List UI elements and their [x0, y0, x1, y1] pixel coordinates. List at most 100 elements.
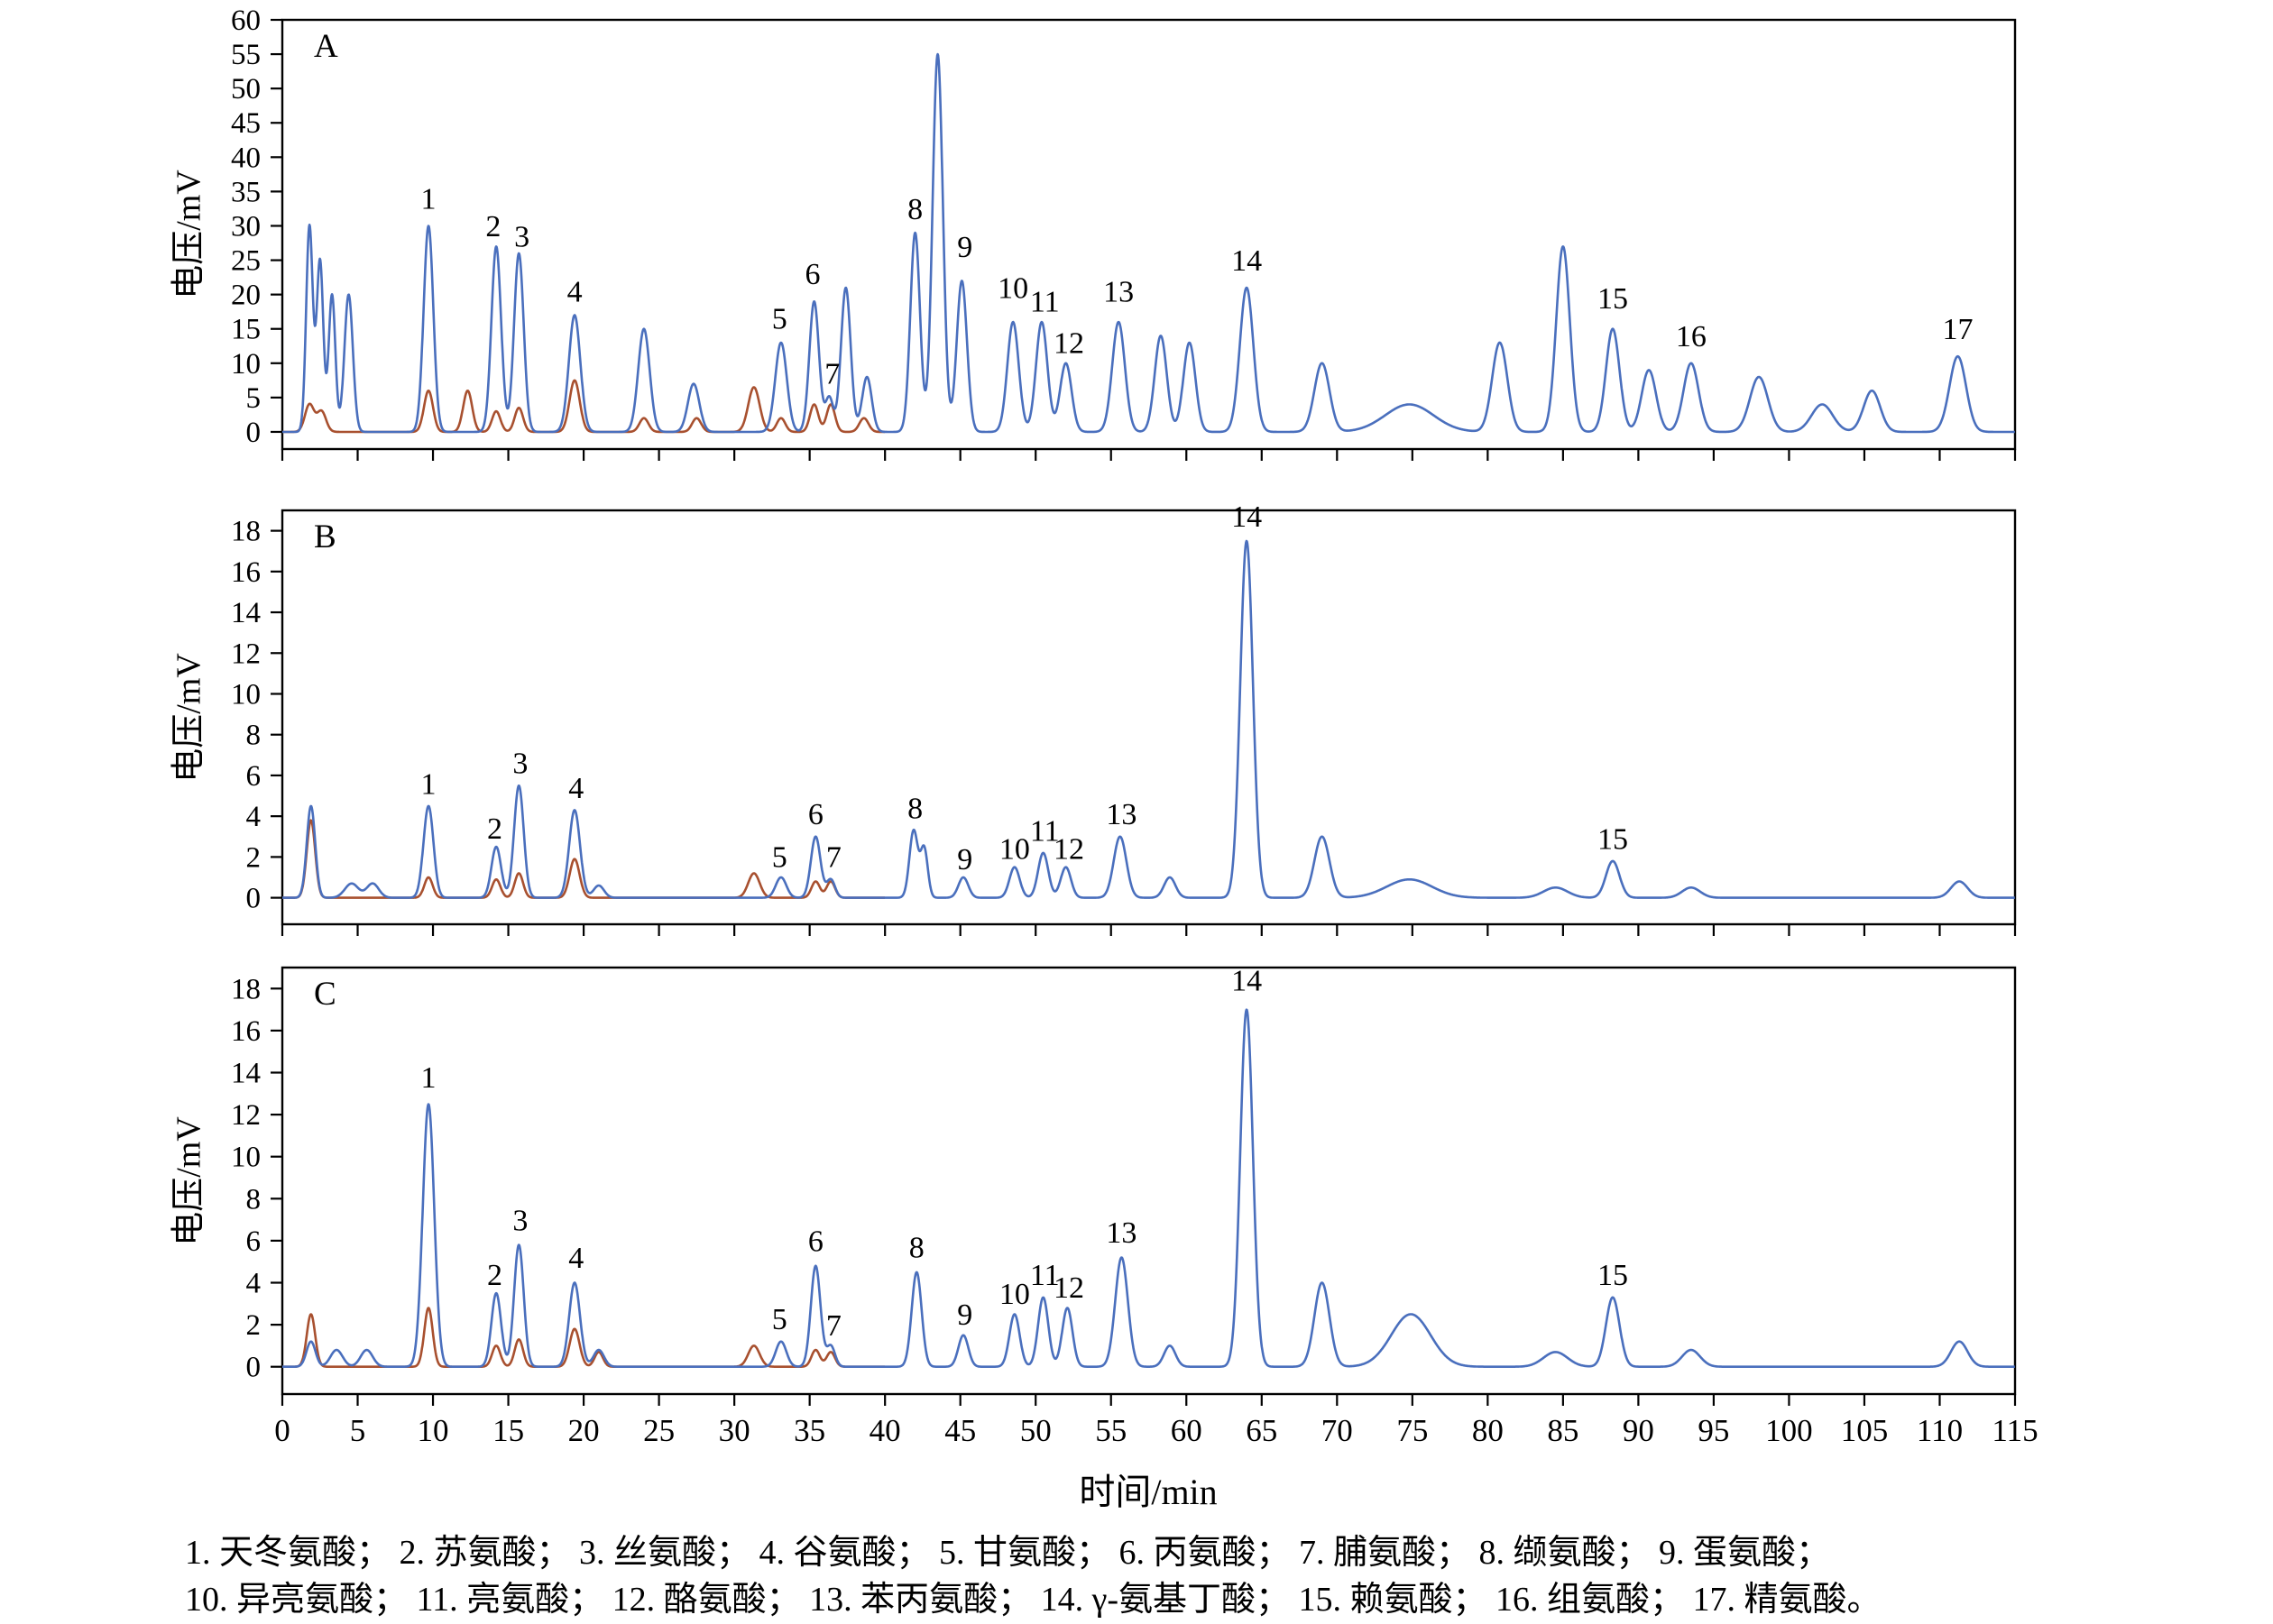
panel-b-peak-label-10: 10 — [999, 833, 1030, 867]
x-tick-label: 25 — [643, 1413, 675, 1448]
panel-c-peak-label-4: 4 — [568, 1242, 584, 1275]
x-tick-label: 105 — [1841, 1413, 1889, 1448]
panel-a-peak-label-4: 4 — [567, 275, 583, 308]
x-tick-label: 60 — [1171, 1413, 1202, 1448]
x-tick-label: 20 — [568, 1413, 600, 1448]
panel-a-peak-label-6: 6 — [805, 258, 820, 291]
x-tick-label: 90 — [1623, 1413, 1654, 1448]
panel-a-peak-label-10: 10 — [998, 271, 1028, 305]
panel-c-peak-label-5: 5 — [772, 1303, 787, 1336]
panel-b-y-tick-label: 4 — [246, 801, 262, 833]
panel-a-peak-label-2: 2 — [485, 210, 501, 243]
panel-c-peak-label-3: 3 — [512, 1204, 528, 1237]
x-tick-label: 0 — [274, 1413, 290, 1448]
panel-a-peak-label-3: 3 — [514, 220, 529, 253]
panel-b-peak-label-15: 15 — [1597, 822, 1628, 856]
panel-a-peak-label-12: 12 — [1054, 326, 1084, 360]
panel-c-peak-label-7: 7 — [826, 1309, 842, 1343]
y-axis-label-panel-a: 电压/mV — [170, 170, 208, 299]
panel-c-frame — [281, 966, 2017, 1396]
x-tick-label: 15 — [492, 1413, 524, 1448]
panel-b-peak-label-11: 11 — [1030, 814, 1060, 848]
panel-b-peak-label-1: 1 — [421, 767, 437, 801]
panel-b-y-tick-label: 6 — [246, 760, 262, 793]
x-axis-label: 时间/min — [1079, 1472, 1218, 1512]
panel-a-y-tick-label: 15 — [231, 314, 261, 346]
panel-a-peak-label-11: 11 — [1030, 286, 1060, 319]
x-tick-label: 35 — [794, 1413, 825, 1448]
panel-c-y-tick-label: 0 — [246, 1352, 262, 1384]
panel-c-peak-label-2: 2 — [487, 1259, 502, 1292]
x-tick-label: 85 — [1547, 1413, 1578, 1448]
panel-a-y-tick-label: 60 — [231, 5, 261, 37]
panel-c-peak-label-10: 10 — [999, 1278, 1030, 1311]
panel-b-blue-trace — [281, 539, 2016, 899]
panel-a-peak-label-14: 14 — [1231, 244, 1262, 278]
panel-b-y-tick-label: 12 — [231, 638, 261, 670]
x-tick-label: 110 — [1917, 1413, 1963, 1448]
panel-b-peak-label-12: 12 — [1054, 833, 1084, 867]
panel-b-y-tick-label: 2 — [246, 841, 262, 874]
x-tick-label: 80 — [1472, 1413, 1504, 1448]
x-tick-label: 115 — [1992, 1413, 2038, 1448]
x-tick-label: 95 — [1698, 1413, 1729, 1448]
panel-a-y-tick-label: 50 — [231, 73, 261, 106]
panel-c-y-tick-label: 8 — [246, 1183, 262, 1216]
panel-c-peak-label-6: 6 — [808, 1225, 824, 1259]
x-tick-label: 65 — [1246, 1413, 1277, 1448]
x-tick-label: 100 — [1765, 1413, 1813, 1448]
x-tick-label: 40 — [870, 1413, 901, 1448]
panel-a-y-tick-label: 0 — [246, 417, 262, 449]
y-axis-label-panel-c: 电压/mV — [170, 1116, 208, 1246]
panel-c-peak-label-1: 1 — [421, 1061, 437, 1095]
panel-a-y-tick-label: 35 — [231, 176, 261, 208]
panel-a-blue-trace — [281, 52, 2016, 434]
panel-b-y-tick-label: 0 — [246, 883, 262, 915]
panel-a-y-tick-label: 5 — [246, 382, 262, 415]
panel-c-y-tick-label: 16 — [231, 1015, 261, 1048]
panel-c-peak-label-13: 13 — [1106, 1216, 1136, 1250]
panel-c-peak-label-14: 14 — [1231, 965, 1262, 998]
panel-a-y-tick-label: 30 — [231, 210, 261, 243]
panel-letter-b: B — [314, 518, 336, 555]
panel-c-y-tick-label: 12 — [231, 1099, 261, 1132]
x-tick-label: 55 — [1095, 1413, 1127, 1448]
legend-line-2: 10. 异亮氨酸； 11. 亮氨酸； 12. 酪氨酸； 13. 苯丙氨酸； 14… — [185, 1581, 1882, 1619]
panel-a-peak-label-15: 15 — [1597, 282, 1628, 316]
panel-b-peak-label-3: 3 — [512, 748, 528, 781]
panel-a-y-tick-label: 25 — [231, 245, 261, 278]
panel-a-peak-label-7: 7 — [824, 358, 840, 391]
x-tick-label: 45 — [944, 1413, 976, 1448]
panel-a-peak-label-5: 5 — [772, 303, 787, 336]
panel-a-peak-label-9: 9 — [957, 231, 972, 264]
panel-c-y-tick-label: 4 — [246, 1268, 262, 1300]
panel-c-peak-label-11: 11 — [1030, 1259, 1060, 1292]
panel-b-peak-label-8: 8 — [907, 792, 923, 825]
panel-a-y-tick-label: 55 — [231, 39, 261, 71]
panel-b-peak-label-7: 7 — [826, 841, 842, 875]
x-tick-label: 50 — [1020, 1413, 1052, 1448]
panel-b-y-tick-label: 8 — [246, 720, 262, 752]
panel-a-y-tick-label: 20 — [231, 280, 261, 312]
panel-b-peak-label-5: 5 — [772, 841, 787, 875]
panel-a-y-tick-label: 10 — [231, 348, 261, 381]
y-axis-label-panel-b: 电压/mV — [170, 653, 208, 783]
panel-b-peak-label-9: 9 — [957, 843, 972, 876]
panel-b-peak-label-13: 13 — [1106, 798, 1136, 831]
panel-a-peak-label-13: 13 — [1103, 275, 1134, 308]
panel-b-y-tick-label: 18 — [231, 516, 261, 548]
x-tick-label: 5 — [350, 1413, 366, 1448]
panel-b-peak-label-2: 2 — [487, 812, 502, 846]
x-tick-label: 70 — [1321, 1413, 1353, 1448]
panel-letter-a: A — [314, 28, 338, 65]
panel-a-peak-label-1: 1 — [421, 182, 437, 216]
x-tick-label: 10 — [418, 1413, 449, 1448]
panel-c-blue-trace — [281, 1008, 2016, 1368]
panel-c-peak-label-9: 9 — [957, 1298, 972, 1332]
x-tick-label: 75 — [1396, 1413, 1428, 1448]
panel-c-peak-label-15: 15 — [1597, 1259, 1628, 1292]
panel-c-y-tick-label: 2 — [246, 1309, 262, 1342]
panel-b-y-tick-label: 14 — [231, 597, 261, 629]
panel-b-peak-label-14: 14 — [1231, 500, 1262, 534]
